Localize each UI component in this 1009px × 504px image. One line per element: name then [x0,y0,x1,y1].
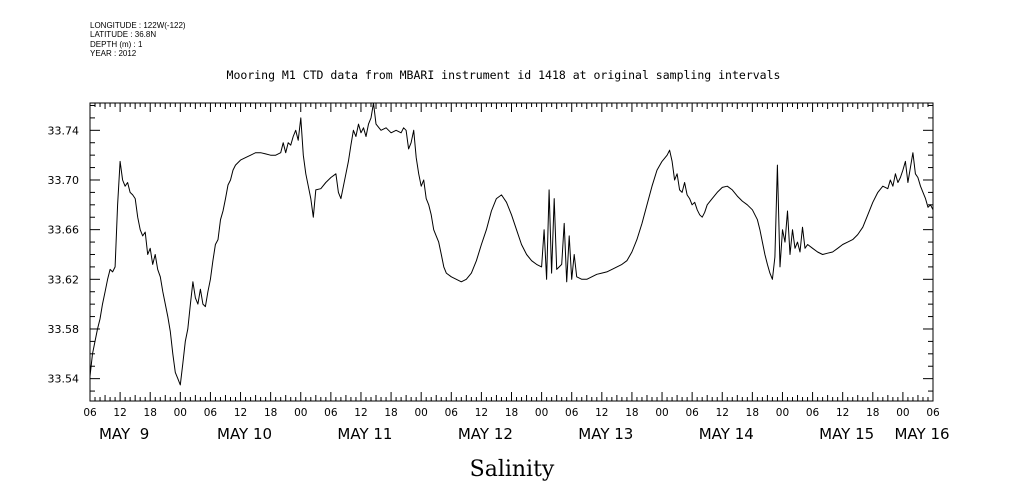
x-tick-label: 18 [625,407,638,419]
y-tick-label: 33.74 [48,124,80,137]
y-axis: 33.54 33.58 33.62 33.66 33.70 33.74 [48,104,933,392]
x-tick-label: 12 [475,407,488,419]
longitude-label: LONGITUDE : 122W(-122) [90,21,186,30]
salinity-series-line [89,102,934,386]
x-tick-label: 18 [505,407,518,419]
x-tick-label: 06 [445,407,459,419]
metadata-block: LONGITUDE : 122W(-122) LATITUDE : 36.8N … [90,21,186,59]
day-label: MAY 14 [699,425,754,443]
x-tick-label: 00 [655,407,668,419]
day-label: MAY 11 [337,425,392,443]
x-tick-label: 12 [716,407,729,419]
x-tick-label: 12 [113,407,126,419]
latitude-label: LATITUDE : 36.8N [90,30,157,40]
depth-label: DEPTH (m) : 1 [90,39,143,49]
chart-title: Mooring M1 CTD data from MBARI instrumen… [226,68,781,82]
x-tick-label: 06 [926,407,940,419]
x-tick-label: 00 [896,407,909,419]
y-tick-label: 33.54 [48,373,80,386]
chart-title-container: Mooring M1 CTD data from MBARI instrumen… [0,68,1009,82]
x-tick-label: 12 [354,407,367,419]
day-label: MAY 10 [217,425,272,443]
x-tick-label: 06 [204,407,218,419]
y-tick-label: 33.62 [48,273,80,286]
day-labels: MAY 9 MAY 10 MAY 11 MAY 12 MAY 13 MAY 14 MAY 1… [99,425,950,443]
x-tick-label: 12 [234,407,247,419]
x-tick-label: 06 [324,407,338,419]
variable-label: Salinity [470,457,555,482]
day-label: MAY 12 [458,425,513,443]
x-tick-label: 12 [836,407,849,419]
x-axis: 06 12 18 00 06 12 18 00 06 12 18 00 06 12 18 00 06 12 18 00… [83,103,940,419]
x-tick-label: 00 [535,407,548,419]
day-label: MAY 16 [894,425,949,443]
x-tick-label: 06 [565,407,579,419]
x-tick-label: 00 [414,407,427,419]
year-label: YEAR : 2012 [90,49,137,59]
x-tick-label: 18 [264,407,277,419]
day-label: MAY 15 [819,425,874,443]
x-tick-label: 18 [144,407,157,419]
day-label: MAY 13 [578,425,633,443]
y-tick-label: 33.70 [48,174,80,187]
x-tick-label: 18 [384,407,397,419]
x-tick-label: 00 [294,407,307,419]
x-tick-label: 18 [866,407,879,419]
x-tick-label: 00 [174,407,187,419]
plot-frame [89,102,934,402]
x-tick-label: 06 [685,407,699,419]
x-tick-label: 18 [746,407,759,419]
x-tick-label: 06 [806,407,820,419]
x-tick-label: 12 [595,407,608,419]
x-tick-label: 06 [83,407,97,419]
day-label: MAY 9 [99,425,149,443]
x-tick-label: 00 [776,407,789,419]
y-tick-label: 33.58 [48,323,80,336]
y-tick-label: 33.66 [48,224,80,237]
